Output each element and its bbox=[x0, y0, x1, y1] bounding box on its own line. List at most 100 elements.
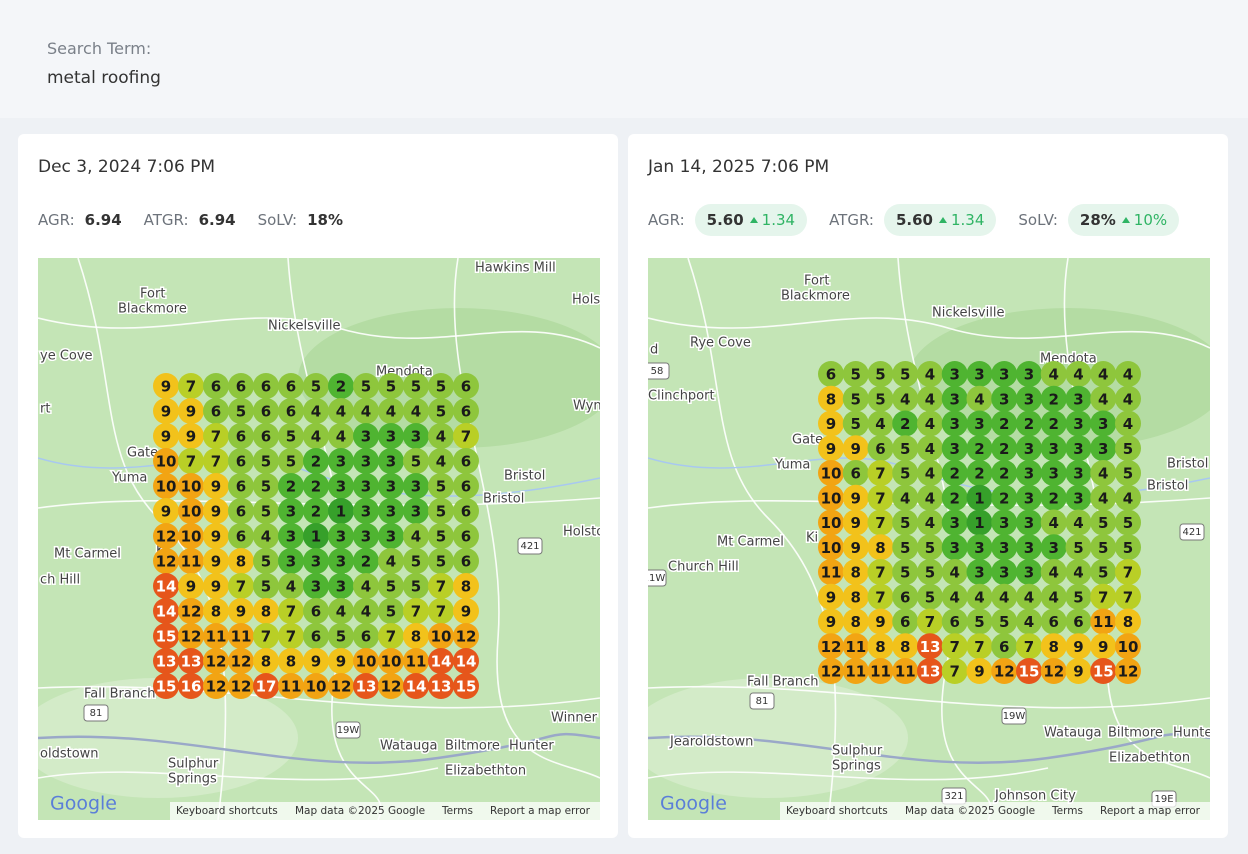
rank-pin bbox=[453, 498, 479, 524]
place-label: Bristol bbox=[1147, 479, 1188, 494]
metric: SoLV: 18% bbox=[258, 211, 343, 229]
rank-pin bbox=[991, 484, 1018, 511]
rank-pin bbox=[1065, 658, 1092, 684]
rank-value: 7 bbox=[211, 453, 221, 471]
rank-value: 4 bbox=[925, 489, 935, 507]
rank-value: 7 bbox=[950, 638, 960, 656]
rank-value: 5 bbox=[875, 390, 885, 408]
place-label: Church Hill bbox=[668, 560, 739, 575]
attribution-bar bbox=[780, 802, 1210, 820]
rank-pin bbox=[253, 548, 279, 574]
rank-value: 5 bbox=[386, 378, 396, 396]
rank-value: 3 bbox=[411, 478, 421, 496]
rank-pin bbox=[842, 410, 869, 437]
rank-value: 2 bbox=[1049, 415, 1059, 433]
rank-value: 5 bbox=[925, 588, 935, 606]
rank-value: 8 bbox=[461, 578, 471, 596]
rank-pin bbox=[1115, 484, 1141, 511]
rank-pin bbox=[867, 410, 894, 437]
rank-pin bbox=[178, 573, 204, 599]
rank-pin bbox=[428, 548, 454, 574]
rank-pin bbox=[941, 633, 968, 660]
rank-value: 3 bbox=[411, 428, 421, 446]
rank-value: 3 bbox=[361, 528, 371, 546]
rank-value: 4 bbox=[900, 489, 910, 507]
rank-pin bbox=[378, 648, 404, 674]
rank-value: 5 bbox=[999, 613, 1009, 631]
rank-pin bbox=[966, 484, 993, 511]
rank-value: 9 bbox=[161, 403, 171, 421]
rank-pin bbox=[228, 398, 254, 424]
rank-pin bbox=[867, 361, 894, 387]
rank-value: 5 bbox=[900, 564, 910, 582]
rank-pin bbox=[328, 423, 354, 449]
rank-pin bbox=[1065, 509, 1092, 536]
rank-pin bbox=[328, 598, 354, 624]
rank-pin bbox=[453, 473, 479, 499]
rank-value: 8 bbox=[826, 390, 836, 408]
rank-pin bbox=[941, 583, 968, 610]
place-label: Mt Carmel bbox=[717, 535, 784, 550]
rank-value: 2 bbox=[999, 415, 1009, 433]
rank-pin bbox=[153, 448, 179, 474]
metric-label: SoLV: bbox=[257, 211, 298, 229]
rank-value: 12 bbox=[206, 653, 227, 671]
place-label: Springs bbox=[168, 772, 217, 787]
rank-value: 4 bbox=[1123, 366, 1133, 384]
rank-pin bbox=[842, 658, 869, 684]
rank-value: 4 bbox=[1098, 366, 1108, 384]
up-arrow bbox=[1121, 217, 1130, 223]
up-arrow bbox=[749, 217, 758, 223]
rank-pin bbox=[403, 598, 429, 624]
rank-value: 2 bbox=[974, 465, 984, 483]
scan-date: Dec 3, 2024 7:06 PM bbox=[38, 157, 216, 177]
rank-pin bbox=[353, 448, 379, 474]
rank-pin bbox=[892, 361, 919, 387]
rank-value: 4 bbox=[261, 528, 271, 546]
rank-pin bbox=[1065, 583, 1092, 610]
map-footer-link: Keyboard shortcuts bbox=[176, 805, 278, 817]
rank-pin bbox=[1040, 633, 1067, 660]
rank-pin bbox=[303, 373, 329, 399]
route-number: 321 bbox=[944, 791, 963, 802]
rank-value: 3 bbox=[411, 503, 421, 521]
rank-value: 2 bbox=[311, 453, 321, 471]
rank-pin bbox=[303, 648, 329, 674]
rank-pin bbox=[941, 410, 968, 437]
road bbox=[38, 317, 600, 349]
place-label: Winner bbox=[551, 711, 598, 726]
rank-value: 3 bbox=[999, 539, 1009, 557]
rank-pin bbox=[378, 673, 404, 699]
rank-pin bbox=[353, 423, 379, 449]
rank-value: 5 bbox=[851, 390, 861, 408]
rank-value: 3 bbox=[311, 578, 321, 596]
rank-value: 3 bbox=[386, 453, 396, 471]
rank-pin bbox=[253, 598, 279, 624]
rank-pin bbox=[1016, 385, 1042, 412]
rank-pin bbox=[453, 448, 479, 474]
rank-value: 12 bbox=[456, 628, 477, 646]
rank-pin bbox=[1040, 658, 1067, 684]
rank-value: 5 bbox=[1098, 539, 1108, 557]
rank-value: 7 bbox=[950, 663, 960, 681]
search-term: metal roofing bbox=[47, 68, 161, 88]
rank-pin bbox=[1065, 460, 1092, 486]
road bbox=[648, 685, 1210, 709]
rank-value: 6 bbox=[851, 465, 861, 483]
rank-pin bbox=[842, 559, 869, 585]
rank-value: 9 bbox=[461, 603, 471, 621]
rank-value: 7 bbox=[286, 603, 296, 621]
rank-value: 3 bbox=[999, 564, 1009, 582]
place-label: Rye Cove bbox=[690, 336, 751, 351]
rank-value: 4 bbox=[1049, 564, 1059, 582]
rank-pin bbox=[1016, 658, 1042, 684]
place-label: Springs bbox=[832, 759, 881, 774]
rank-pin bbox=[966, 385, 993, 412]
rank-pin bbox=[203, 598, 229, 624]
rank-pin bbox=[228, 473, 254, 499]
rank-value: 14 bbox=[456, 653, 477, 671]
rank-value: 5 bbox=[900, 440, 910, 458]
place-label: Hunter bbox=[509, 739, 554, 754]
rank-value: 9 bbox=[211, 528, 221, 546]
